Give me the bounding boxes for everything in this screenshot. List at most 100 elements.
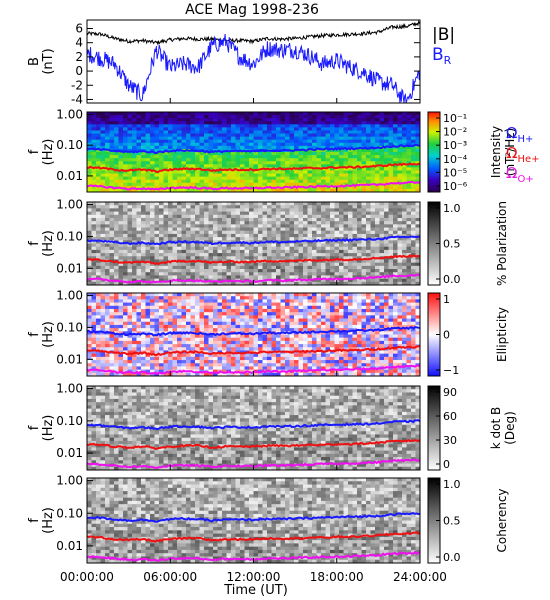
intensity-cell — [357, 142, 362, 147]
intensity-cell — [379, 188, 385, 193]
ellipticity-cell — [244, 353, 250, 358]
intensity-cell — [267, 115, 272, 119]
polarization-cell — [208, 217, 214, 222]
intensity-cell — [231, 130, 236, 134]
polarization-cell — [352, 275, 358, 280]
polarization-cell — [231, 265, 236, 270]
intensity-cell — [312, 118, 317, 122]
intensity-cell — [379, 170, 385, 174]
intensity-cell — [280, 112, 286, 116]
polarization-cell — [415, 265, 421, 270]
intensity-cell — [343, 130, 349, 134]
intensity-cell — [361, 142, 367, 147]
intensity-cell — [366, 158, 371, 162]
intensity-cell — [150, 127, 155, 131]
intensity-cell — [366, 124, 371, 128]
polarization-cell — [127, 208, 133, 212]
intensity-cell — [91, 142, 97, 147]
ellipticity-cell — [213, 331, 218, 335]
polarization-cell — [303, 269, 308, 273]
intensity-cell — [280, 179, 286, 184]
ellipticity-cell — [208, 363, 214, 367]
ellipticity-cell — [190, 334, 196, 339]
polarization-cell — [141, 272, 146, 276]
intensity-cell — [325, 167, 331, 171]
intensity-cell — [172, 112, 178, 116]
polarization-cell — [118, 208, 124, 212]
ellipticity-cell — [168, 344, 173, 348]
polarization-cell — [267, 202, 272, 206]
polarization-cell — [204, 272, 209, 276]
intensity-cell — [96, 188, 101, 193]
intensity-cell — [235, 139, 241, 144]
polarization-cell — [118, 233, 124, 238]
intensity-cell — [339, 139, 344, 144]
polarization-cell — [393, 205, 398, 209]
ellipticity-cell — [213, 366, 218, 371]
intensity-cell — [136, 170, 142, 174]
intensity-cell — [181, 127, 187, 131]
polarization-cell — [397, 217, 403, 222]
polarization-cell — [397, 233, 403, 238]
intensity-cell — [235, 133, 241, 138]
polarization-cell — [190, 221, 196, 225]
intensity-cell — [168, 152, 173, 156]
intensity-cell — [285, 115, 290, 119]
intensity-cell — [303, 176, 308, 181]
intensity-colorbar-tick-label: 10⁻⁵ — [443, 166, 467, 179]
intensity-cell — [321, 121, 326, 125]
intensity-cell — [163, 121, 169, 125]
intensity-cell — [321, 124, 326, 128]
ellipticity-cell — [168, 356, 173, 361]
intensity-cell — [307, 161, 313, 165]
intensity-cell — [384, 139, 389, 144]
polarization-cell — [339, 281, 344, 286]
intensity-cell — [397, 176, 403, 181]
intensity-cell — [330, 112, 335, 116]
polarization-cell — [213, 253, 218, 257]
polarization-cell — [87, 211, 92, 216]
polarization-cell — [195, 205, 200, 209]
intensity-cell — [217, 164, 223, 168]
ellipticity-cell — [105, 328, 110, 332]
intensity-cell — [397, 115, 403, 119]
ellipticity-cell — [177, 353, 182, 358]
polarization-cell — [199, 262, 205, 267]
intensity-cell — [271, 118, 277, 122]
polarization-cell — [208, 281, 214, 286]
intensity-cell — [114, 152, 119, 156]
intensity-cell — [105, 152, 110, 156]
ellipticity-cell — [109, 328, 115, 332]
intensity-cell — [168, 155, 173, 159]
polarization-cell — [123, 265, 128, 270]
polarization-cell — [375, 205, 380, 209]
polarization-cell — [348, 230, 353, 235]
polarization-cell — [186, 202, 191, 206]
intensity-cell — [289, 164, 295, 168]
polarization-cell — [109, 208, 115, 212]
intensity-cell — [303, 124, 308, 128]
ellipticity-cell — [244, 334, 250, 339]
intensity-cell — [348, 139, 353, 144]
polarization-cell — [388, 275, 394, 280]
polarization-cell — [249, 278, 254, 283]
ellipticity-cell — [258, 366, 263, 371]
intensity-cell — [258, 112, 263, 116]
polarization-cell — [411, 278, 416, 283]
intensity-cell — [141, 152, 146, 156]
intensity-cell — [307, 133, 313, 138]
ellipticity-cell — [114, 312, 119, 316]
intensity-cell — [118, 176, 124, 181]
ellipticity-cell — [132, 328, 137, 332]
polarization-cell — [289, 205, 295, 209]
polarization-cell — [208, 275, 214, 280]
intensity-cell — [217, 179, 223, 184]
ellipticity-cell — [87, 293, 92, 297]
polarization-cell — [325, 262, 331, 267]
ellipticity-cell — [217, 356, 223, 361]
polarization-cell — [190, 208, 196, 212]
ellipticity-cell — [154, 331, 160, 335]
polarization-cell — [334, 217, 340, 222]
intensity-cell — [267, 142, 272, 147]
polarization-cell — [235, 253, 241, 257]
